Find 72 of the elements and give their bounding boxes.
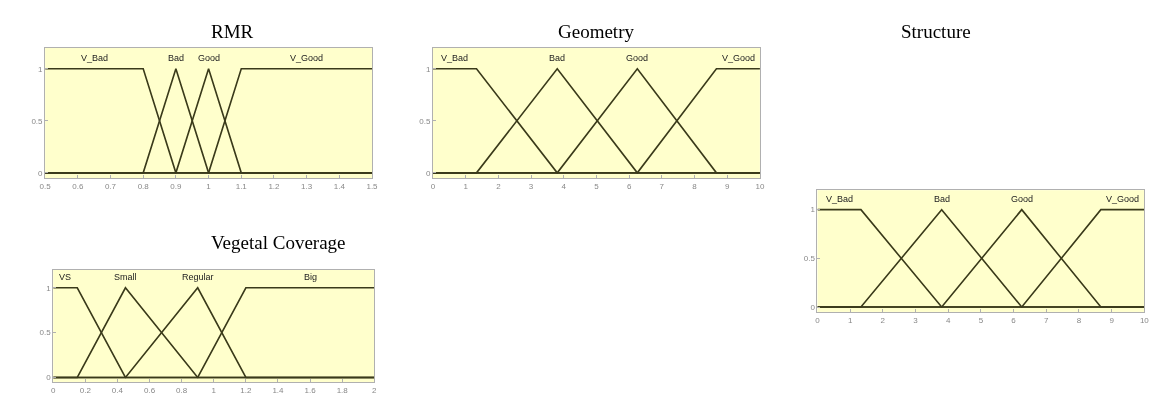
- y-tick-label: 1: [810, 205, 816, 215]
- y-tick-label: 0: [46, 373, 52, 383]
- x-tick-label: 2: [880, 315, 886, 325]
- x-tick-label: 7: [1044, 315, 1050, 325]
- series-label: V_Good: [290, 53, 324, 63]
- chart-title: RMR: [211, 21, 254, 42]
- y-tick-label: 0: [810, 302, 816, 312]
- series-label: Good: [1011, 194, 1034, 204]
- x-tick-label: 1: [463, 181, 469, 191]
- y-tick-label: 0.5: [31, 116, 44, 126]
- x-tick-label: 2: [496, 181, 502, 191]
- series-label: VS: [59, 272, 72, 282]
- x-tick-label: 10: [755, 181, 765, 191]
- x-tick-label: 1: [847, 315, 853, 325]
- x-tick-label: 0.8: [176, 385, 188, 395]
- x-tick-label: 0.9: [170, 181, 182, 191]
- x-tick-label: 1: [211, 385, 217, 395]
- series-label: Bad: [934, 194, 951, 204]
- x-tick-label: 4: [945, 315, 951, 325]
- x-tick-label: 6: [1011, 315, 1017, 325]
- chart-title: Vegetal Coverage: [211, 232, 346, 253]
- x-tick-label: 1.3: [301, 181, 313, 191]
- series-label: V_Bad: [826, 194, 854, 204]
- y-tick-label: 0.5: [803, 254, 816, 264]
- x-tick-label: 7: [659, 181, 665, 191]
- series-label: V_Good: [1106, 194, 1140, 204]
- x-tick-label: 0.6: [143, 385, 156, 395]
- chart-title: Geometry: [558, 21, 635, 42]
- x-tick-label: 0.7: [104, 181, 117, 191]
- series-label: V_Good: [722, 53, 756, 63]
- x-tick-label: 1.5: [366, 181, 379, 191]
- x-tick-label: 6: [626, 181, 632, 191]
- x-tick-label: 5: [978, 315, 984, 325]
- y-tick-label: 0: [425, 168, 431, 178]
- x-tick-label: 1.4: [272, 385, 285, 395]
- y-tick-label: 1: [46, 283, 52, 293]
- x-tick-label: 0.4: [111, 385, 124, 395]
- series-label: V_Bad: [441, 53, 469, 63]
- x-tick-label: 1.6: [304, 385, 317, 395]
- y-tick-label: 1: [38, 64, 44, 74]
- y-tick-label: 0: [38, 168, 44, 178]
- series-label: Good: [198, 53, 221, 63]
- series-label: Bad: [549, 53, 566, 63]
- x-tick-label: 0.2: [79, 385, 92, 395]
- x-tick-label: 5: [594, 181, 600, 191]
- y-tick-label: 1: [425, 64, 431, 74]
- x-tick-label: 1.2: [268, 181, 281, 191]
- x-tick-label: 0.8: [137, 181, 150, 191]
- x-tick-label: 1.4: [333, 181, 346, 191]
- chart-title: Structure: [901, 21, 971, 42]
- x-tick-label: 9: [724, 181, 730, 191]
- y-tick-label: 0.5: [419, 116, 431, 126]
- x-tick-label: 3: [528, 181, 534, 191]
- series-label: V_Bad: [81, 53, 109, 63]
- series-label: Regular: [182, 272, 214, 282]
- x-tick-label: 4: [561, 181, 567, 191]
- x-tick-label: 1.2: [240, 385, 252, 395]
- x-tick-label: 10: [1139, 315, 1150, 325]
- x-tick-label: 1: [206, 181, 212, 191]
- x-tick-label: 3: [913, 315, 919, 325]
- series-label: Big: [304, 272, 318, 282]
- x-tick-label: 1.1: [235, 181, 248, 191]
- x-tick-label: 9: [1109, 315, 1115, 325]
- x-tick-label: 8: [692, 181, 698, 191]
- series-label: Bad: [168, 53, 185, 63]
- x-tick-label: 2: [372, 385, 378, 395]
- x-tick-label: 0.6: [72, 181, 84, 191]
- x-tick-label: 8: [1076, 315, 1082, 325]
- x-tick-label: 1.8: [336, 385, 349, 395]
- series-label: Small: [114, 272, 137, 282]
- series-label: Good: [626, 53, 649, 63]
- y-tick-label: 0.5: [39, 328, 52, 338]
